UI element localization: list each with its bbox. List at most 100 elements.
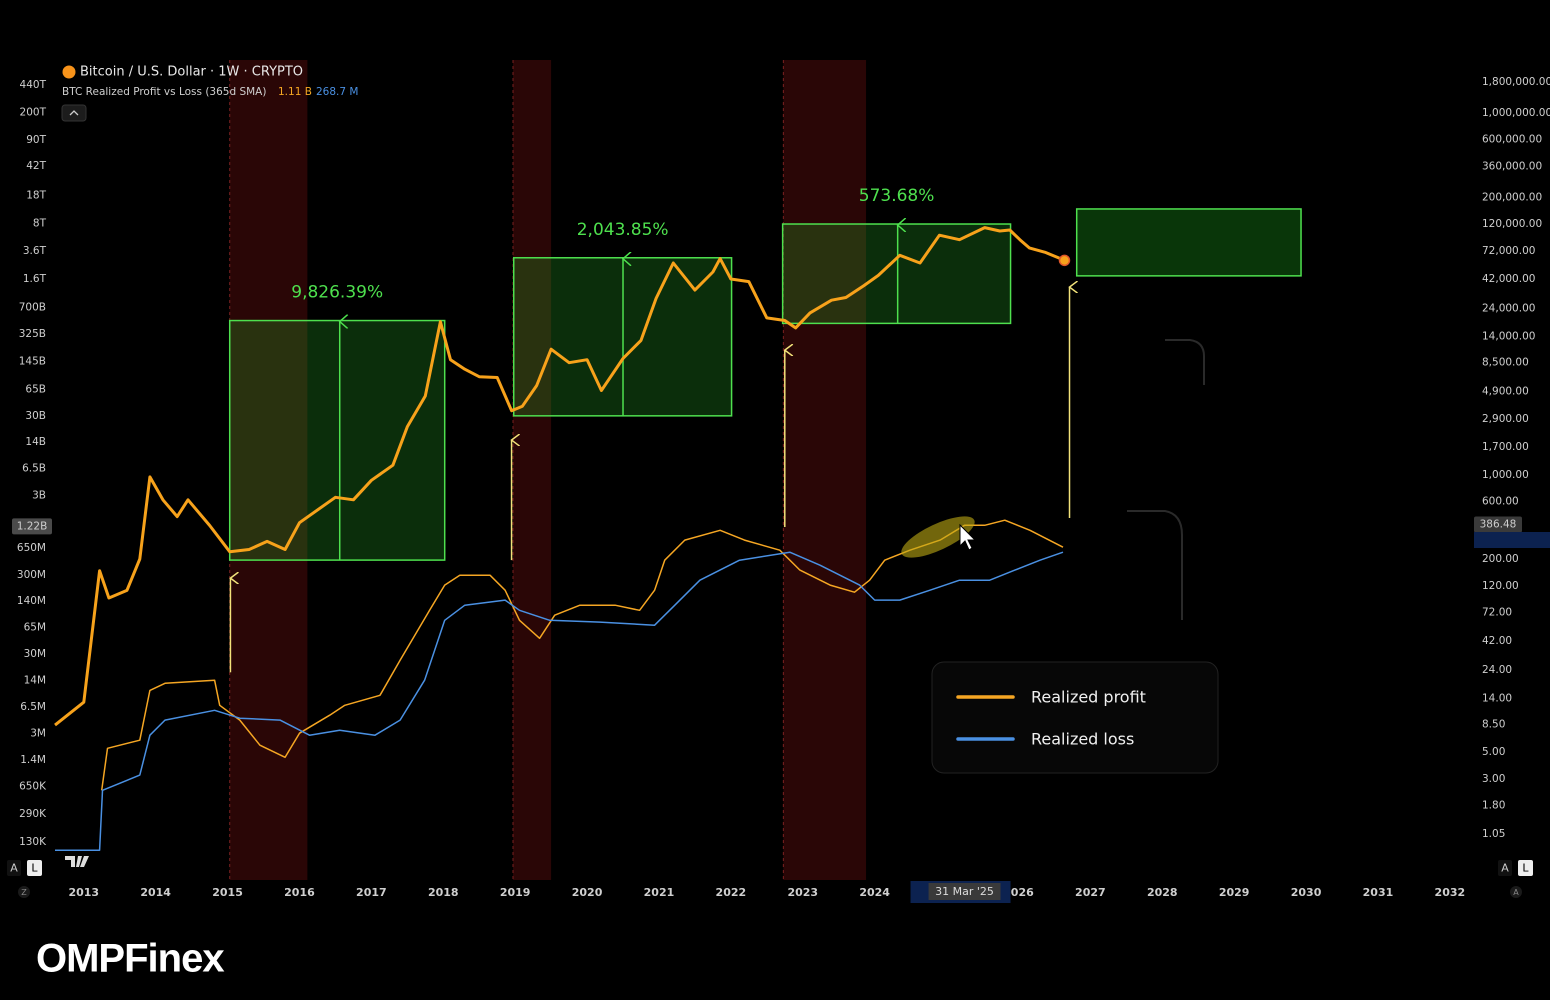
y-tick-label: 1.6T bbox=[23, 273, 47, 285]
y2-tick-label: 120,000.00 bbox=[1482, 218, 1542, 230]
y-tick-label: 3.6T bbox=[23, 245, 47, 257]
y2-tick-label: 120.00 bbox=[1482, 580, 1519, 592]
y2-tick-label: 1,700.00 bbox=[1482, 441, 1529, 453]
y-tag bbox=[12, 518, 52, 535]
button[interactable] bbox=[1518, 860, 1533, 876]
red-zone bbox=[229, 60, 308, 880]
x-tick-label: 2030 bbox=[1291, 886, 1322, 899]
button-label: L bbox=[1522, 862, 1529, 875]
x-tick-label: 2024 bbox=[859, 886, 890, 899]
button-label: A bbox=[1513, 888, 1519, 897]
y-tick-label: 30B bbox=[25, 410, 46, 422]
x-tick-label: 2022 bbox=[716, 886, 747, 899]
y-tick-label: 65B bbox=[25, 383, 46, 395]
y2-tick-label: 200.00 bbox=[1482, 553, 1519, 565]
y-tick-label: 6.5B bbox=[22, 463, 46, 475]
y-tick-label: 140M bbox=[17, 595, 46, 607]
y2-tick-label: 42.00 bbox=[1482, 635, 1512, 647]
y2-tag-label: 386.48 bbox=[1480, 519, 1517, 531]
y-tick-label: 650M bbox=[17, 542, 46, 554]
legend-box bbox=[931, 661, 1219, 774]
coin-icon bbox=[62, 65, 76, 79]
x-tick-label: 2031 bbox=[1363, 886, 1394, 899]
button[interactable] bbox=[1498, 860, 1512, 876]
x-tick-label: 2021 bbox=[644, 886, 675, 899]
red-zone bbox=[783, 60, 867, 880]
x-tick-label: 2028 bbox=[1147, 886, 1178, 899]
y-tick-label: 700B bbox=[19, 301, 46, 313]
shape bbox=[1127, 510, 1183, 620]
y-tick-label: 90T bbox=[26, 134, 46, 146]
price-line bbox=[54, 226, 1066, 727]
x-tick-label: 2018 bbox=[428, 886, 459, 899]
crosshair-tag bbox=[928, 883, 1001, 900]
y-tick-label: 18T bbox=[26, 189, 46, 201]
x-tick-label: 2016 bbox=[284, 886, 315, 899]
button[interactable] bbox=[27, 860, 42, 876]
y2-tick-label: 8.50 bbox=[1482, 718, 1505, 730]
x-tick-label: 2014 bbox=[140, 886, 171, 899]
chevron bbox=[69, 110, 79, 116]
y2-tick-label: 42,000.00 bbox=[1482, 273, 1535, 285]
button[interactable] bbox=[18, 886, 30, 898]
x-tick-label: 2015 bbox=[212, 886, 243, 899]
x-tick-label: 2029 bbox=[1219, 886, 1250, 899]
y-tick-label: 3M bbox=[30, 728, 46, 740]
button-label: L bbox=[31, 862, 38, 875]
y-tick-label: 6.5M bbox=[20, 701, 46, 713]
y2-tick-label: 1,000,000.00 bbox=[1482, 107, 1550, 119]
y-tick-label: 290K bbox=[19, 808, 47, 820]
indicator-title: BTC Realized Profit vs Loss (365d SMA) bbox=[62, 86, 266, 98]
indicator-value: 268.7 M bbox=[316, 86, 358, 98]
y-tick-label: 3B bbox=[32, 489, 46, 501]
y-tick-label: 65M bbox=[24, 622, 46, 634]
legend: Realized profit Realized loss bbox=[931, 661, 1219, 774]
y2-tick-label: 360,000.00 bbox=[1482, 160, 1542, 172]
y-tick-label: 325B bbox=[19, 328, 46, 340]
y2-tick-label: 8,500.00 bbox=[1482, 357, 1529, 369]
x-tick-label: 2017 bbox=[356, 886, 387, 899]
y-tick-label: 1.4M bbox=[20, 754, 46, 766]
x-tick-label: 2019 bbox=[500, 886, 531, 899]
y2-tag bbox=[1474, 516, 1522, 533]
legend-label: Realized loss bbox=[1031, 730, 1134, 749]
collapse-button[interactable] bbox=[61, 104, 87, 122]
y-tick-label: 130K bbox=[19, 836, 47, 848]
arrows-layer: 9,826.39% 2,043.85% 573.68% bbox=[230, 186, 1069, 673]
button[interactable] bbox=[7, 860, 21, 876]
button-label: A bbox=[1501, 862, 1509, 875]
button[interactable] bbox=[1510, 886, 1522, 898]
boxes-layer bbox=[228, 208, 1302, 561]
y-tag-label: 1.22B bbox=[17, 520, 48, 532]
y2-tick-label: 14.00 bbox=[1482, 692, 1512, 704]
red-zone bbox=[513, 60, 552, 880]
gain-box bbox=[228, 319, 446, 561]
axes-layer: 440T 200T 90T 42T 18T 8T 3.6T 1.6T 700B 325B 145B 6… bbox=[12, 76, 1550, 903]
y-tick-label: 14B bbox=[25, 436, 46, 448]
y-tick-label: 650K bbox=[19, 780, 47, 792]
cursor bbox=[959, 523, 977, 551]
target-box bbox=[1075, 208, 1302, 277]
y-tick-label: 30M bbox=[24, 648, 46, 660]
x-tick-label: 2023 bbox=[787, 886, 818, 899]
x-tick-label: 2027 bbox=[1075, 886, 1106, 899]
y2-tick-label: 72.00 bbox=[1482, 607, 1512, 619]
crosshair-label: 31 Mar '25 bbox=[935, 885, 994, 898]
symbol-title: Bitcoin / U.S. Dollar · 1W · CRYPTO bbox=[80, 65, 303, 80]
y2-tick-label: 600.00 bbox=[1482, 496, 1519, 508]
y2-tick-label: 5.00 bbox=[1482, 746, 1505, 758]
shape bbox=[1165, 339, 1205, 385]
y-tick-label: 8T bbox=[33, 217, 47, 229]
lines-layer bbox=[54, 226, 1071, 851]
y2-tick-label: 600,000.00 bbox=[1482, 134, 1542, 146]
y2-tick-label: 24.00 bbox=[1482, 664, 1512, 676]
y2-tick-label: 1.05 bbox=[1482, 828, 1505, 840]
x-tick-label: 2020 bbox=[572, 886, 603, 899]
y2-tick-label: 2,900.00 bbox=[1482, 413, 1529, 425]
legend-label: Realized profit bbox=[1031, 688, 1146, 707]
y2-tick-label: 14,000.00 bbox=[1482, 331, 1535, 343]
y-tick-label: 300M bbox=[17, 569, 46, 581]
series-line bbox=[55, 551, 1064, 851]
